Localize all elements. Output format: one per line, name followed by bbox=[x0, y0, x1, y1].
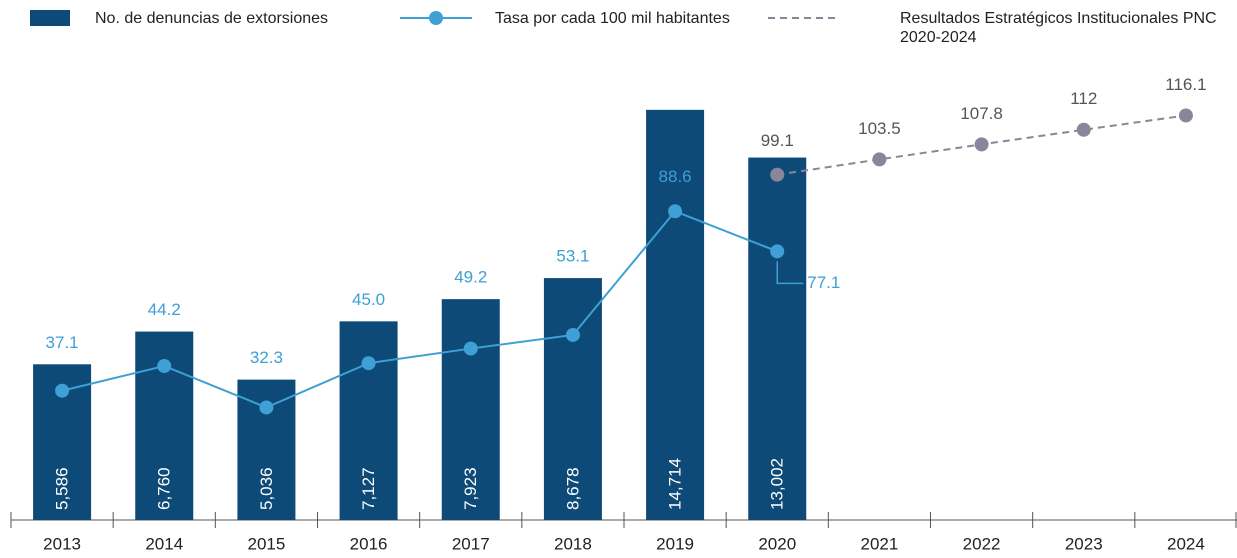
bar-value-label: 7,127 bbox=[359, 467, 378, 510]
bar-value-label: 13,002 bbox=[768, 458, 787, 510]
line bbox=[61, 210, 778, 409]
line-value-label: 32.3 bbox=[250, 348, 283, 367]
line-value-label: 53.1 bbox=[556, 247, 589, 266]
line-marker bbox=[668, 204, 683, 219]
legend-label: No. de denuncias de extorsiones bbox=[95, 10, 329, 27]
x-tick-label: 2023 bbox=[1065, 534, 1103, 553]
bar bbox=[339, 321, 398, 520]
line-value-label: 45.0 bbox=[352, 290, 385, 309]
x-tick-label: 2017 bbox=[452, 534, 490, 553]
line-value-label: 77.1 bbox=[807, 273, 840, 292]
line-value-label: 112 bbox=[1070, 89, 1097, 108]
bar bbox=[748, 157, 807, 520]
line-marker bbox=[1178, 108, 1193, 123]
x-tick-label: 2022 bbox=[963, 534, 1001, 553]
x-tick-label: 2021 bbox=[861, 534, 899, 553]
line-value-label: 44.2 bbox=[148, 300, 181, 319]
bar-value-label: 8,678 bbox=[563, 467, 582, 510]
legend-swatch-bar bbox=[30, 10, 70, 26]
line-value-label: 116.1 bbox=[1165, 75, 1206, 94]
line-value-label: 88.6 bbox=[659, 167, 692, 186]
legend-swatch bbox=[400, 11, 472, 25]
x-tick-label: 2020 bbox=[758, 534, 796, 553]
line-value-label: 99.1 bbox=[761, 131, 794, 150]
x-tick-label: 2014 bbox=[145, 534, 183, 553]
line-marker bbox=[770, 167, 785, 182]
legend-label: Resultados Estratégicos Institucionales … bbox=[900, 10, 1217, 46]
line-marker bbox=[157, 358, 172, 373]
bar-value-label: 5,036 bbox=[257, 467, 276, 510]
x-tick-label: 2024 bbox=[1167, 534, 1205, 553]
line-value-label: 49.2 bbox=[454, 268, 487, 287]
x-tick-label: 2015 bbox=[248, 534, 286, 553]
legend-label: Tasa por cada 100 mil habitantes bbox=[495, 10, 730, 27]
line-value-label: 37.1 bbox=[46, 333, 79, 352]
line-value-label: 103.5 bbox=[858, 119, 901, 138]
bar bbox=[543, 278, 602, 520]
bar-value-label: 14,714 bbox=[666, 458, 685, 510]
bar bbox=[441, 299, 500, 520]
line-marker bbox=[565, 327, 580, 342]
x-tick-label: 2018 bbox=[554, 534, 592, 553]
line-marker bbox=[55, 383, 70, 398]
legend-swatch bbox=[30, 10, 70, 26]
line-marker bbox=[974, 137, 989, 152]
line-value-label: 107.8 bbox=[960, 104, 1003, 123]
line-marker bbox=[361, 356, 376, 371]
bar-value-label: 6,760 bbox=[155, 467, 174, 510]
legend-swatch bbox=[768, 17, 840, 19]
label-leader bbox=[776, 261, 804, 285]
x-tick-label: 2013 bbox=[43, 534, 81, 553]
x-tick-label: 2016 bbox=[350, 534, 388, 553]
legend-swatch-marker bbox=[429, 11, 443, 25]
bar-value-label: 5,586 bbox=[53, 467, 72, 510]
line-marker bbox=[872, 152, 887, 167]
line-marker bbox=[463, 341, 478, 356]
x-tick-label: 2019 bbox=[656, 534, 694, 553]
line-marker bbox=[770, 244, 785, 259]
line-marker bbox=[1076, 122, 1091, 137]
line-marker bbox=[259, 400, 274, 415]
bar-value-label: 7,923 bbox=[461, 467, 480, 510]
bar bbox=[646, 109, 705, 520]
